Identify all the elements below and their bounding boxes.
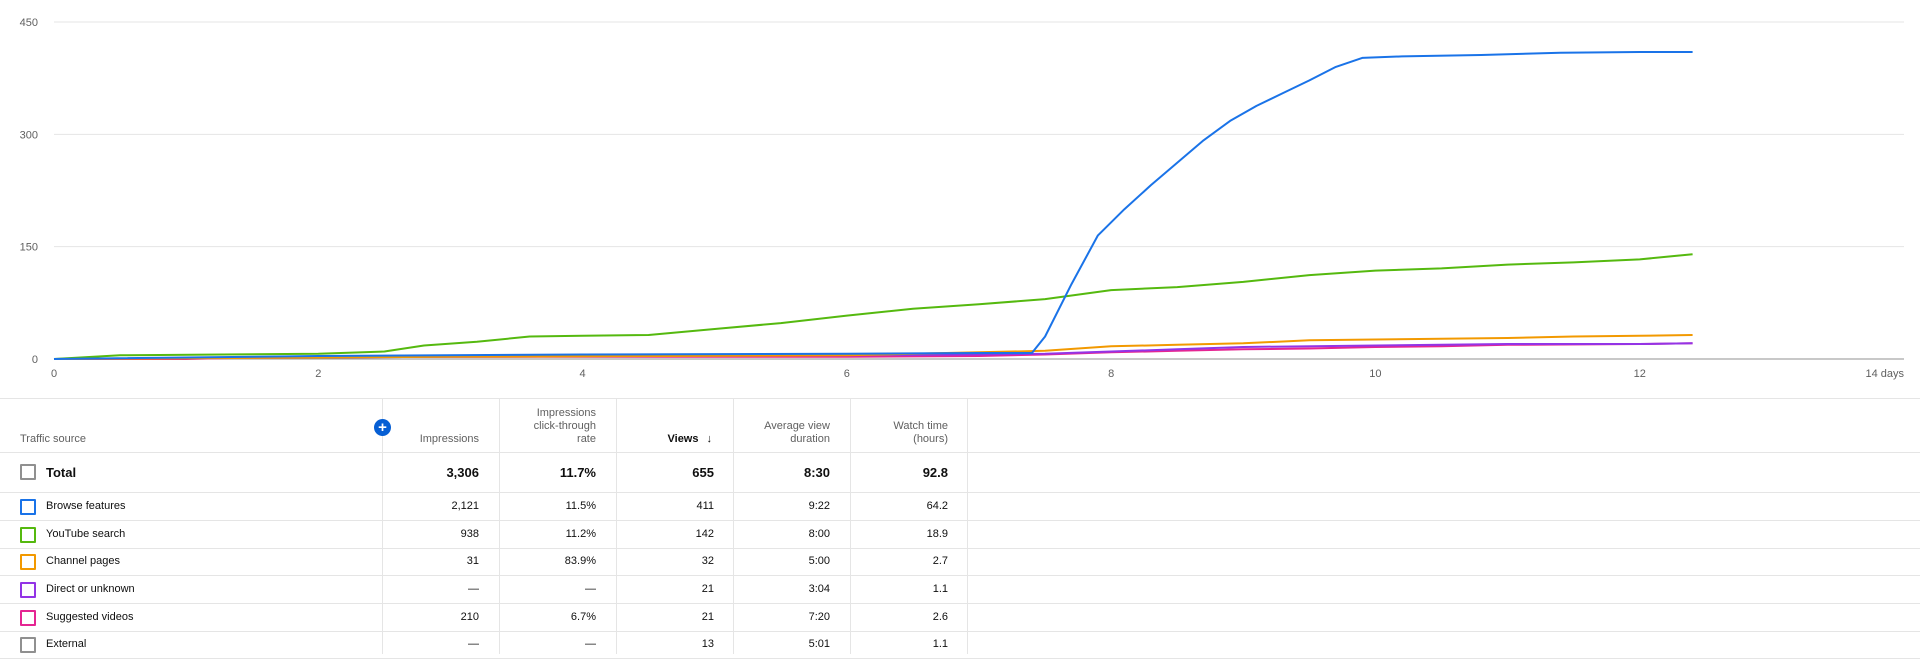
column-divider (850, 399, 851, 654)
row-checkbox[interactable] (20, 499, 36, 515)
table-row[interactable]: YouTube search 938 11.2% 142 8:00 18.9 (0, 521, 1920, 549)
header-traffic-source: Traffic source (20, 433, 87, 445)
cell-avd: 9:22 (808, 500, 830, 512)
cell-watch-time: 2.6 (932, 611, 948, 623)
column-divider (967, 399, 968, 654)
cell-impressions: 31 (466, 555, 479, 567)
x-tick-label: 8 (1108, 368, 1114, 380)
cell-watch-time: 2.7 (932, 555, 948, 567)
x-tick-label: 2 (315, 368, 321, 380)
x-tick-label: 0 (51, 368, 57, 380)
table-row[interactable]: External — — 13 5:01 1.1 (0, 631, 1920, 659)
cell-ctr: 11.5% (565, 500, 596, 512)
cell-avd: 8:00 (808, 528, 830, 540)
y-tick-label: 0 (32, 354, 38, 366)
cell-impressions: 938 (460, 528, 479, 540)
line-chart-svg: 450 300 150 0 0 2 4 6 8 10 12 14 days (20, 17, 1905, 380)
series-line-youtube-search (53, 253, 1693, 360)
column-divider (733, 399, 734, 654)
cell-ctr: — (585, 638, 596, 650)
row-label: Channel pages (46, 555, 121, 567)
cell-ctr: — (585, 583, 596, 595)
table-row[interactable]: Channel pages 31 83.9% 32 5:00 2.7 (0, 548, 1920, 576)
arrow-down-icon: ↓ (706, 433, 713, 445)
cell-impressions: 210 (460, 611, 479, 623)
cell-views: 411 (696, 500, 714, 512)
column-divider (616, 399, 617, 654)
row-checkbox[interactable] (20, 582, 36, 598)
cell-watch-time: 1.1 (932, 583, 948, 595)
cell-watch-time: 92.8 (922, 465, 948, 480)
row-checkbox[interactable] (20, 637, 36, 653)
header-ctr[interactable]: Impressions click-through rate (533, 407, 596, 445)
cell-views: 655 (692, 465, 714, 480)
series-line-channel-pages (53, 334, 1693, 360)
table-row-total[interactable]: Total 3,306 11.7% 655 8:30 92.8 (0, 453, 1920, 493)
column-divider (382, 399, 383, 654)
table-row[interactable]: Direct or unknown — — 21 3:04 1.1 (0, 576, 1920, 604)
column-divider (499, 399, 500, 654)
series-line-browse-features (53, 51, 1693, 360)
cell-views: 21 (701, 583, 714, 595)
row-checkbox[interactable] (20, 527, 36, 543)
row-checkbox[interactable] (20, 610, 36, 626)
header-impressions[interactable]: Impressions (419, 433, 479, 445)
x-tick-label: 14 days (1865, 368, 1904, 380)
traffic-chart: 450 300 150 0 0 2 4 6 8 10 12 14 days (20, 17, 1905, 380)
cell-impressions: 3,306 (446, 465, 479, 480)
add-metric-button[interactable]: + (374, 419, 391, 436)
cell-watch-time: 18.9 (926, 528, 948, 540)
cell-watch-time: 1.1 (932, 638, 948, 650)
cell-impressions: 2,121 (451, 500, 479, 512)
cell-avd: 5:01 (808, 638, 830, 650)
y-tick-label: 450 (20, 17, 38, 29)
cell-watch-time: 64.2 (926, 500, 948, 512)
cell-impressions: — (468, 583, 479, 595)
row-label: Browse features (46, 500, 126, 512)
x-tick-label: 4 (580, 368, 586, 380)
x-tick-label: 10 (1369, 368, 1381, 380)
cell-views: 142 (695, 528, 714, 540)
plus-circle-icon: + (378, 419, 387, 436)
cell-views: 21 (701, 611, 714, 623)
y-tick-label: 300 (20, 129, 38, 141)
table-row[interactable]: Browse features 2,121 11.5% 411 9:22 64.2 (0, 493, 1920, 521)
x-tick-label: 6 (844, 368, 850, 380)
cell-ctr: 6.7% (570, 611, 596, 623)
cell-avd: 3:04 (808, 583, 830, 595)
table-header: Traffic source + Impressions Impressions… (0, 399, 1920, 453)
cell-impressions: — (468, 638, 479, 650)
cell-ctr: 11.2% (565, 528, 596, 540)
row-checkbox[interactable] (20, 464, 36, 480)
cell-ctr: 11.7% (559, 465, 596, 480)
cell-avd: 7:20 (808, 611, 830, 623)
header-average-view-duration[interactable]: Average view duration (764, 420, 830, 445)
cell-views: 13 (701, 638, 714, 650)
table-row[interactable]: Suggested videos 210 6.7% 21 7:20 2.6 (0, 604, 1920, 632)
header-watch-time[interactable]: Watch time (hours) (893, 420, 948, 445)
header-views[interactable]: Views ↓ (667, 433, 713, 445)
traffic-source-table: Traffic source + Impressions Impressions… (0, 398, 1920, 659)
y-tick-label: 150 (20, 242, 38, 254)
row-label: Total (46, 465, 77, 480)
row-label: Direct or unknown (46, 583, 135, 595)
row-label: Suggested videos (46, 611, 134, 623)
cell-ctr: 83.9% (564, 555, 596, 567)
cell-avd: 5:00 (808, 555, 830, 567)
row-label: YouTube search (46, 528, 126, 540)
row-checkbox[interactable] (20, 554, 36, 570)
cell-views: 32 (701, 555, 714, 567)
cell-avd: 8:30 (803, 465, 830, 480)
x-tick-label: 12 (1634, 368, 1646, 380)
row-label: External (46, 638, 87, 650)
